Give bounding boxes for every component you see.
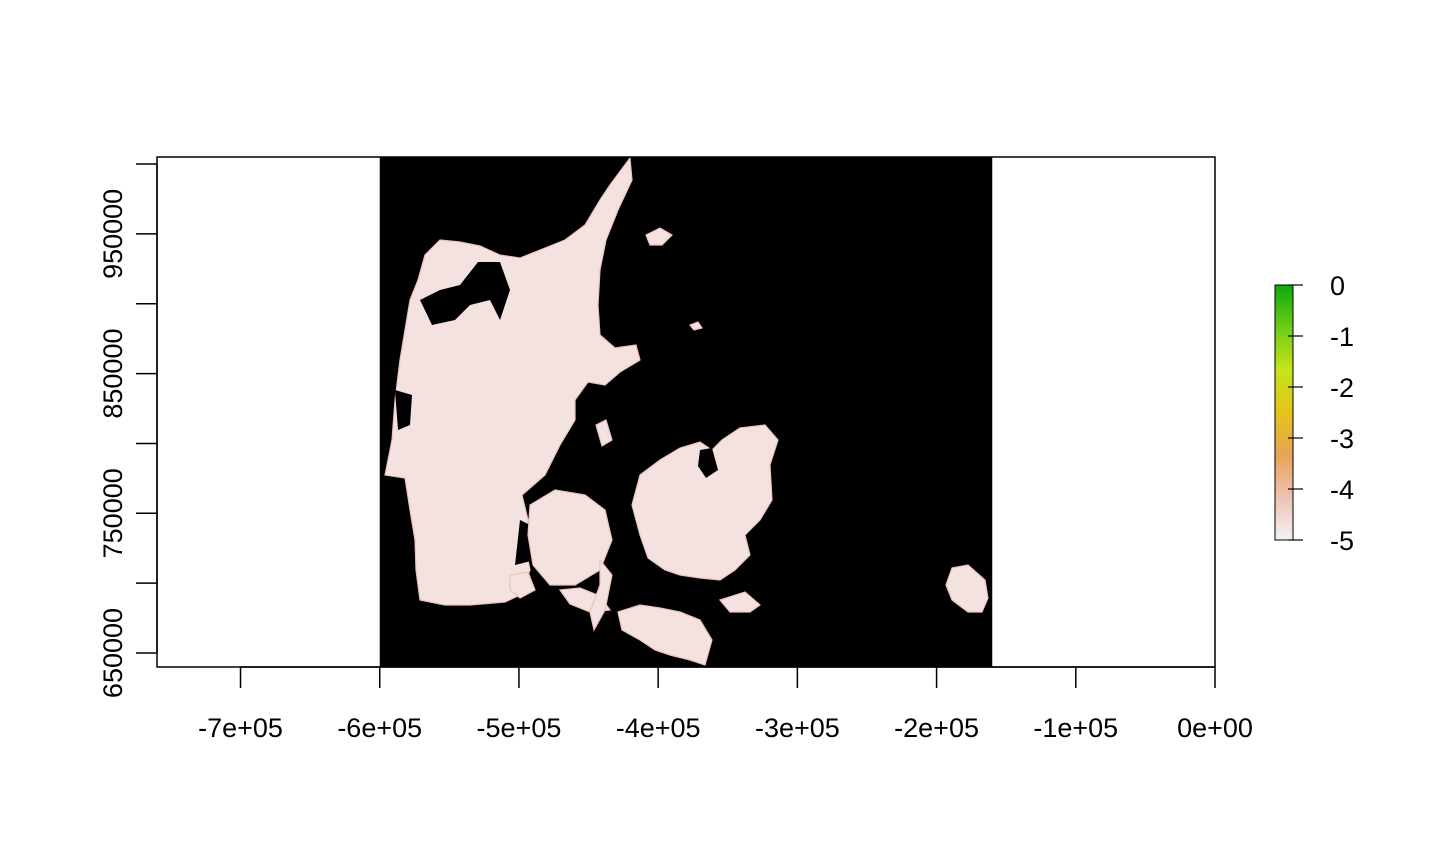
land-bornholm <box>945 564 989 613</box>
land-samso <box>595 419 613 447</box>
land-lolland <box>617 604 713 666</box>
land-anholt <box>689 321 703 331</box>
legend-tick-label: -2 <box>1330 373 1354 403</box>
x-tick-label: 0e+00 <box>1177 713 1253 743</box>
x-tick-label: -1e+05 <box>1033 713 1118 743</box>
y-axis: 650000 750000 850000 950000 <box>98 163 158 698</box>
x-axis: -7e+05 -6e+05 -5e+05 -4e+05 -3e+05 -2e+05 -1e+… <box>198 666 1253 743</box>
land-falster-mon <box>718 591 761 613</box>
land-jutland <box>384 157 641 606</box>
x-tick-label: -4e+05 <box>616 713 701 743</box>
limfjord-water <box>420 262 510 325</box>
roskilde-fjord-water <box>698 448 718 478</box>
x-tick-label: -5e+05 <box>477 713 562 743</box>
legend-tick-label: -5 <box>1330 526 1354 556</box>
legend-tick-label: -1 <box>1330 322 1354 352</box>
y-tick-label: 950000 <box>98 189 128 279</box>
land-islet <box>589 558 613 632</box>
land-als <box>509 571 536 599</box>
y-tick-label: 850000 <box>98 329 128 419</box>
y-tick-label: 750000 <box>98 468 128 558</box>
legend-tick-label: -3 <box>1330 424 1354 454</box>
x-tick-label: -6e+05 <box>337 713 422 743</box>
land-laeso <box>645 227 673 246</box>
legend-tick-label: 0 <box>1330 271 1345 301</box>
x-tick-label: -2e+05 <box>894 713 979 743</box>
color-legend: 0 -1 -2 -3 -4 -5 <box>1274 271 1354 556</box>
x-tick-label: -7e+05 <box>198 713 283 743</box>
land-zealand <box>631 424 779 581</box>
land-raster <box>384 157 989 666</box>
legend-colorbar <box>1274 284 1294 541</box>
legend-tick-label: -4 <box>1330 475 1354 505</box>
y-tick-label: 650000 <box>98 608 128 698</box>
fjord-water <box>395 390 412 430</box>
x-tick-label: -3e+05 <box>755 713 840 743</box>
